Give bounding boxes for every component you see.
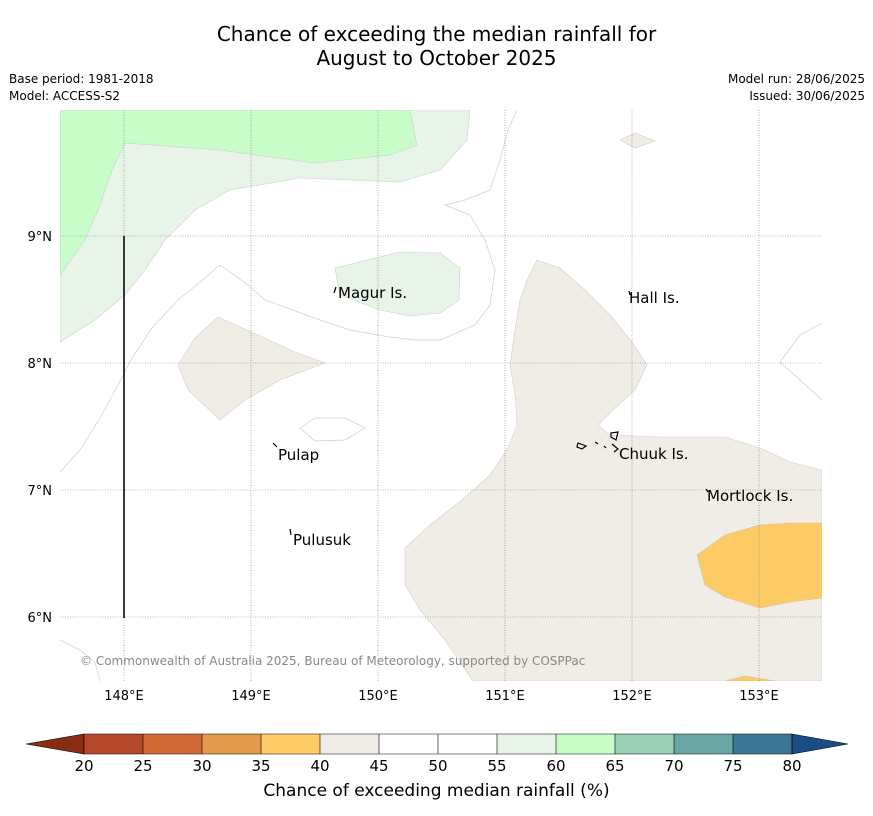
cbar-tick-75: 75 xyxy=(723,757,742,775)
lon-tick-149: 149°E xyxy=(231,689,271,704)
colorbar-extend-high xyxy=(791,733,849,755)
map-fill-layer xyxy=(60,110,822,681)
colorbar-band-70-75 xyxy=(674,734,733,754)
colorbar-band-25-30 xyxy=(143,734,202,754)
lon-tick-152: 152°E xyxy=(612,689,652,704)
place-pulusuk: Pulusuk xyxy=(293,531,351,549)
area-60-65 xyxy=(60,110,418,276)
graticule xyxy=(60,110,822,681)
colorbar-band-30-35 xyxy=(202,734,261,754)
place-chuuk: Chuuk Is. xyxy=(619,445,688,463)
lat-tick-6: 6°N xyxy=(28,611,53,626)
lat-tick-7: 7°N xyxy=(28,484,53,499)
place-mortlock: Mortlock Is. xyxy=(707,487,793,505)
lon-tick-150: 150°E xyxy=(358,689,398,704)
area-40-45-north xyxy=(619,132,656,149)
cbar-tick-35: 35 xyxy=(251,757,270,775)
colorbar-label: Chance of exceeding median rainfall (%) xyxy=(263,781,610,801)
cbar-tick-60: 60 xyxy=(546,757,565,775)
place-hall: Hall Is. xyxy=(629,289,680,307)
colorbar-band-45-50 xyxy=(379,734,438,754)
base-period: Base period: 1981-2018 xyxy=(9,72,154,86)
issued-date: Issued: 30/06/2025 xyxy=(749,89,865,103)
map-title: Chance of exceeding the median rainfall … xyxy=(0,22,873,70)
cbar-tick-30: 30 xyxy=(192,757,211,775)
cbar-tick-20: 20 xyxy=(74,757,93,775)
title-line-2: August to October 2025 xyxy=(316,46,557,70)
cbar-tick-65: 65 xyxy=(605,757,624,775)
meta-right: Model run: 28/06/2025 Issued: 30/06/2025 xyxy=(728,71,865,105)
lon-tick-148: 148°E xyxy=(104,689,144,704)
area-55-60 xyxy=(60,110,471,343)
area-35-40-east xyxy=(696,522,822,609)
model-name: Model: ACCESS-S2 xyxy=(9,89,121,103)
lat-tick-8: 8°N xyxy=(28,357,53,372)
copyright-text: © Commonwealth of Australia 2025, Bureau… xyxy=(80,654,585,668)
colorbar-band-35-40 xyxy=(261,734,320,754)
meta-left: Base period: 1981-2018 Model: ACCESS-S2 xyxy=(9,71,154,105)
cbar-tick-50: 50 xyxy=(428,757,447,775)
colorbar-extend-low xyxy=(25,733,85,755)
area-40-45-east xyxy=(404,259,822,681)
lat-tick-9: 9°N xyxy=(28,230,53,245)
area-55-60-magur xyxy=(334,251,461,317)
cbar-tick-40: 40 xyxy=(310,757,329,775)
cbar-tick-25: 25 xyxy=(133,757,152,775)
lon-tick-151: 151°E xyxy=(485,689,525,704)
cbar-tick-45: 45 xyxy=(369,757,388,775)
cbar-tick-80: 80 xyxy=(782,757,801,775)
colorbar-band-60-65 xyxy=(556,734,615,754)
place-magur: Magur Is. xyxy=(338,284,407,302)
cbar-tick-55: 55 xyxy=(487,757,506,775)
colorbar-band-65-70 xyxy=(615,734,674,754)
area-40-45-west xyxy=(177,316,326,421)
colorbar: 20 25 30 35 40 45 50 55 60 65 70 75 80 xyxy=(25,733,849,775)
model-run: Model run: 28/06/2025 xyxy=(727,72,865,86)
island-marks xyxy=(272,286,709,536)
colorbar-band-75-80 xyxy=(733,734,792,754)
colorbar-band-55-60 xyxy=(497,734,556,754)
area-35-40-south xyxy=(724,675,776,681)
colorbar-band-50-55 xyxy=(438,734,497,754)
cbar-tick-70: 70 xyxy=(664,757,683,775)
lon-tick-153: 153°E xyxy=(739,689,779,704)
contour-lines xyxy=(60,110,822,681)
place-pulap: Pulap xyxy=(278,446,319,464)
colorbar-band-20-25 xyxy=(84,734,143,754)
title-line-1: Chance of exceeding the median rainfall … xyxy=(216,22,657,46)
colorbar-band-40-45 xyxy=(320,734,379,754)
